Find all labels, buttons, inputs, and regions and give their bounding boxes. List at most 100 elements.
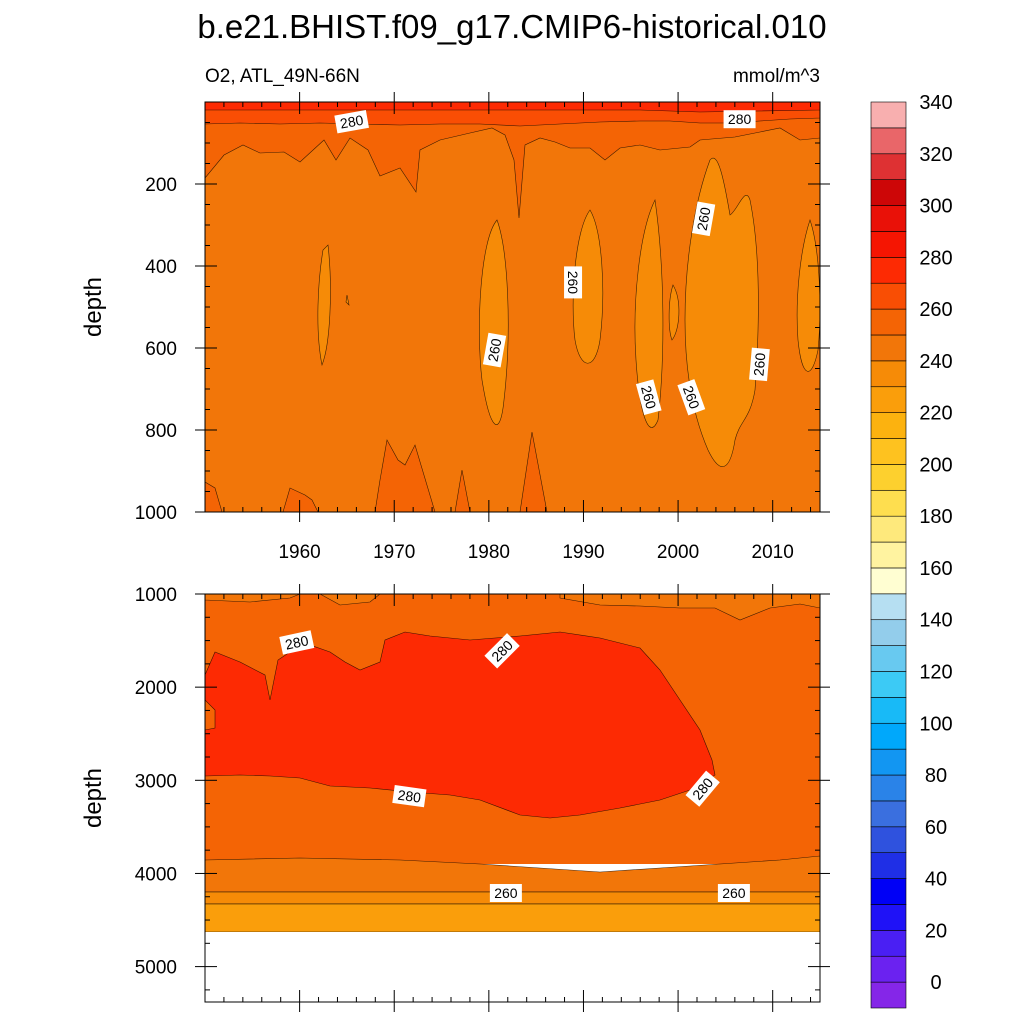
x-tick-label: 2010 bbox=[752, 542, 794, 563]
deep-intrusion-1950 bbox=[205, 481, 223, 512]
colorbar-label: 240 bbox=[919, 351, 952, 373]
figure-title: b.e21.BHIST.f09_g17.CMIP6-historical.010 bbox=[197, 8, 826, 45]
panel-2-y-ticks: 1000 2000 3000 4000 5000 bbox=[135, 585, 830, 979]
lens-1999 bbox=[668, 284, 680, 341]
contour-label: 260 bbox=[717, 884, 750, 903]
y-tick-label: 4000 bbox=[135, 864, 177, 885]
colorbar-label: 200 bbox=[919, 454, 952, 476]
lens-1997 bbox=[634, 199, 664, 428]
panel-1-x-ticks: 1960 1970 1980 1990 2000 2010 bbox=[278, 92, 794, 563]
colorbar-swatch bbox=[870, 257, 907, 284]
colorbar-swatch bbox=[870, 852, 907, 879]
contour-label-text: 260 bbox=[485, 337, 505, 363]
contour-label-text: 280 bbox=[728, 111, 752, 127]
band-290-300 bbox=[205, 102, 820, 113]
contour-label: 260 bbox=[691, 201, 716, 237]
colorbar-swatch bbox=[870, 153, 907, 180]
contour-label-text: 260 bbox=[638, 384, 660, 411]
colorbar-label: 40 bbox=[925, 869, 947, 891]
deep-intrusion-1972 bbox=[374, 439, 436, 512]
contour-label-box bbox=[392, 784, 427, 808]
colorbar-label: 160 bbox=[919, 558, 952, 580]
y-tick-label: 1000 bbox=[135, 503, 177, 524]
panel-1-units-label: mmol/m^3 bbox=[733, 66, 820, 87]
deep-intrusion-1984 bbox=[519, 431, 548, 512]
contour-label-text: 260 bbox=[565, 271, 581, 295]
colorbar-swatch bbox=[870, 593, 907, 621]
colorbar-label: 340 bbox=[919, 92, 952, 114]
contour-label-text: 280 bbox=[284, 632, 310, 653]
contour-label-box bbox=[279, 630, 315, 655]
contour-label: 280 bbox=[279, 630, 315, 655]
colorbar-label: 300 bbox=[919, 196, 952, 218]
contour-label-box bbox=[685, 770, 720, 807]
contour-label: 280 bbox=[723, 110, 756, 129]
contour-label-box bbox=[564, 266, 583, 299]
colorbar-swatch bbox=[870, 101, 907, 129]
contour-label-box bbox=[489, 884, 522, 903]
colorbar-swatch bbox=[870, 412, 907, 439]
lens-2004 bbox=[684, 157, 759, 467]
contour-label-box bbox=[482, 332, 507, 368]
panel-2-minor-ticks bbox=[205, 594, 820, 1002]
y-tick-label: 5000 bbox=[135, 958, 177, 979]
colorbar-label: 80 bbox=[925, 765, 947, 787]
contour-label-text: 260 bbox=[680, 383, 703, 411]
colorbar-swatch bbox=[870, 489, 907, 517]
contour-label-box bbox=[691, 201, 716, 237]
panel-1-contour-labels: 280 280 260 260 260 260 260 260 bbox=[334, 110, 770, 416]
contour-label: 260 bbox=[489, 884, 522, 903]
colorbar-swatch bbox=[870, 722, 907, 750]
colorbar-label: 140 bbox=[919, 610, 952, 632]
contour-label-box bbox=[717, 884, 750, 903]
y-tick-label: 400 bbox=[145, 257, 177, 278]
colorbar-swatch bbox=[870, 774, 907, 802]
contour-label-box bbox=[677, 379, 706, 416]
deep-intrusion-1960 bbox=[282, 487, 319, 512]
panel-1-minor-ticks bbox=[205, 101, 820, 512]
contour-label: 260 bbox=[482, 332, 507, 368]
contour-label-box bbox=[635, 379, 662, 415]
x-tick-label: 1980 bbox=[468, 542, 510, 563]
colorbar-swatch bbox=[870, 619, 907, 646]
lens-2013 bbox=[796, 219, 820, 372]
no-data-region bbox=[205, 932, 820, 1002]
lens-1980 bbox=[479, 219, 509, 425]
colorbar-swatch bbox=[870, 438, 907, 465]
colorbar-swatch bbox=[870, 748, 907, 776]
panel-2-contour-field bbox=[205, 594, 820, 1002]
y-tick-label: 3000 bbox=[135, 771, 177, 792]
lens-1965 bbox=[345, 294, 350, 306]
colorbar-label: 180 bbox=[919, 506, 952, 528]
top-band-260-270-b bbox=[319, 594, 381, 606]
panel-1-contour-field bbox=[205, 102, 820, 512]
colorbar-swatch bbox=[870, 464, 907, 491]
colorbar-swatch bbox=[870, 981, 907, 1009]
colorbar-label: 0 bbox=[930, 972, 941, 994]
pocket-1950 bbox=[205, 699, 216, 731]
panel-1-y-ticks: 200 400 600 800 1000 bbox=[135, 175, 830, 524]
colorbar-swatch bbox=[870, 904, 907, 931]
colorbar-swatch bbox=[870, 282, 907, 310]
colorbar-label: 220 bbox=[919, 403, 952, 425]
panel-2-frame bbox=[204, 593, 821, 1003]
contour-label-text: 260 bbox=[694, 206, 714, 232]
contour-label-box bbox=[749, 347, 770, 382]
contour-label-text: 280 bbox=[339, 112, 365, 132]
contour-label: 280 bbox=[334, 110, 369, 134]
contour-label-text: 280 bbox=[397, 787, 423, 806]
colorbar-swatch bbox=[870, 541, 907, 569]
colorbar-swatch bbox=[870, 645, 907, 672]
colorbar-swatch bbox=[870, 955, 907, 983]
colorbar-label: 60 bbox=[925, 817, 947, 839]
band-260-270-deep bbox=[205, 855, 820, 893]
panel-1: O2, ATL_49N-66N mmol/m^3 bbox=[80, 66, 830, 563]
contour-label-text: 260 bbox=[494, 885, 518, 901]
contour-label-text: 260 bbox=[750, 352, 768, 377]
contour-label-box bbox=[484, 633, 520, 669]
x-tick-label: 2000 bbox=[657, 542, 699, 563]
colorbar-swatch bbox=[870, 127, 907, 155]
